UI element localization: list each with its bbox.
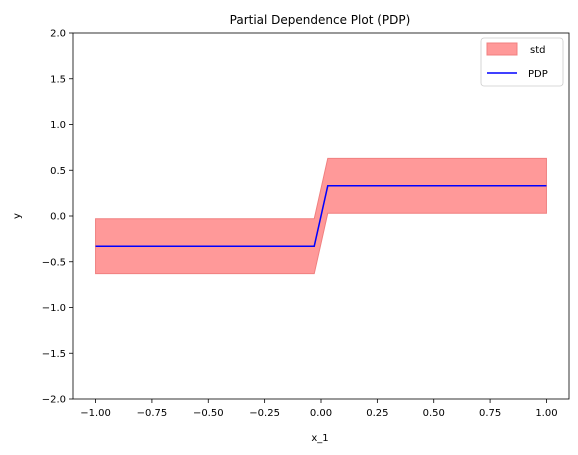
plot-frame	[72, 32, 570, 400]
x-tick-label: −1.00	[80, 408, 111, 419]
x-axis: −1.00 −0.75 −0.50 −0.25 0.00 0.25 0.50 0.75 1.00	[80, 399, 558, 419]
pdp-line	[95, 185, 547, 247]
y-tick-label: −1.5	[42, 349, 66, 360]
chart-title: Partial Dependence Plot (PDP)	[230, 13, 411, 27]
x-tick-label: −0.25	[249, 408, 280, 419]
y-tick-label: 1.5	[50, 74, 66, 85]
x-tick-label: 1.00	[535, 408, 557, 419]
legend: std PDP	[480, 37, 564, 87]
legend-pdp-label: PDP	[528, 69, 548, 80]
x-tick-label: 0.50	[423, 408, 445, 419]
x-tick-label: 0.75	[479, 408, 501, 419]
x-tick-label: 0.00	[310, 408, 332, 419]
x-tick-label: −0.50	[193, 408, 224, 419]
legend-std-label: std	[530, 45, 545, 56]
y-axis-label: y	[12, 213, 23, 219]
x-tick-label: −0.75	[137, 408, 168, 419]
y-tick-label: −1.0	[42, 303, 66, 314]
x-axis-label: x_1	[311, 433, 328, 444]
x-tick-label: 0.25	[366, 408, 388, 419]
y-tick-label: 1.0	[50, 120, 66, 131]
y-tick-label: 0.0	[50, 212, 66, 223]
y-tick-label: −2.0	[42, 395, 66, 406]
plot-area	[95, 157, 547, 275]
y-tick-label: 2.0	[50, 29, 66, 40]
y-tick-label: −0.5	[42, 257, 66, 268]
y-tick-label: 0.5	[50, 166, 66, 177]
legend-std-swatch	[486, 42, 518, 56]
y-axis: −2.0 −1.5 −1.0 −0.5 0.0 0.5 1.0 1.5 2.0	[42, 29, 73, 406]
